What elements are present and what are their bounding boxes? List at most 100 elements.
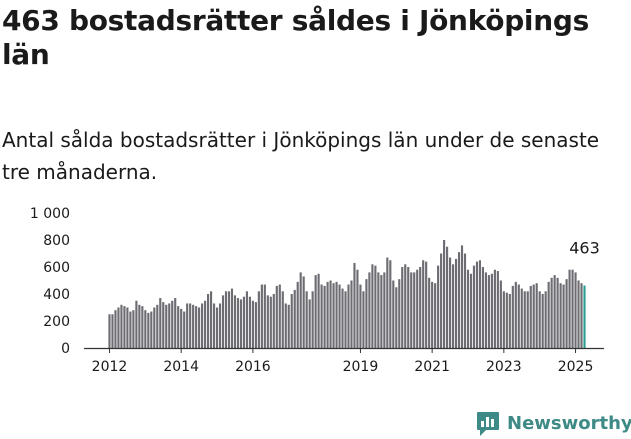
chart-bar — [532, 284, 535, 348]
chart-bar — [443, 240, 446, 348]
x-tick-label: 2016 — [235, 359, 271, 375]
chart-bar — [150, 311, 153, 348]
chart-bar — [407, 267, 410, 348]
chart-bar — [215, 307, 219, 348]
chart-bar — [425, 261, 428, 348]
chart-bar — [183, 311, 186, 348]
chart-bar — [174, 298, 177, 348]
chart-bar — [198, 307, 201, 348]
chart-bar — [463, 253, 467, 348]
chart-bar — [422, 260, 425, 348]
chart-bar — [305, 291, 308, 348]
x-tick-label: 2014 — [163, 359, 199, 375]
chart-bar — [212, 303, 216, 348]
chart-bar — [547, 281, 550, 348]
chart-bar — [437, 265, 440, 348]
newsworthy-logo-icon — [477, 411, 499, 436]
chart-bar — [511, 285, 514, 348]
chart-bar — [204, 300, 207, 348]
chart-bar — [263, 284, 266, 348]
x-tick-label: 2012 — [92, 359, 128, 375]
chart-bar — [224, 291, 228, 348]
chart-bar — [108, 314, 111, 348]
chart-bar — [371, 264, 374, 348]
chart-bar — [389, 260, 392, 348]
chart-bar — [269, 296, 272, 348]
chart-bar — [287, 304, 290, 348]
chart-bar — [383, 272, 386, 348]
chart-bar — [523, 291, 526, 348]
x-tick-label: 2019 — [343, 359, 379, 375]
chart-bar — [544, 291, 547, 348]
chart-bar — [550, 277, 553, 348]
chart-bar — [353, 262, 356, 348]
chart-bar — [478, 260, 482, 348]
chart-bar — [401, 267, 404, 348]
chart-bar — [568, 269, 571, 348]
chart-bar — [120, 304, 123, 348]
chart-bar — [272, 294, 275, 348]
chart-bar — [466, 269, 470, 348]
chart-bar — [577, 280, 580, 348]
chart-bar — [144, 310, 147, 348]
chart-bar — [251, 300, 254, 348]
chart-bar — [308, 299, 311, 348]
chart-bar — [499, 280, 502, 348]
chart-bar — [362, 291, 365, 348]
chart-bar — [233, 295, 237, 348]
chart-bar — [126, 307, 129, 348]
chart-bar — [496, 271, 499, 348]
chart-bar — [114, 310, 117, 348]
chart-bar — [505, 292, 508, 348]
y-tick-label: 800 — [43, 233, 70, 249]
chart-bar — [168, 303, 171, 348]
chart-bar — [451, 264, 455, 348]
x-tick-label: 2023 — [486, 359, 522, 375]
chart-bar — [457, 252, 461, 348]
chart-bar — [404, 264, 407, 348]
chart-bar — [320, 284, 323, 348]
chart-bar — [472, 265, 476, 348]
chart-bar — [111, 314, 114, 348]
highlight-data-label: 463 — [569, 238, 600, 257]
chart-bar — [207, 294, 210, 348]
brand-name: Newsworthy — [507, 412, 631, 434]
chart-bar — [236, 298, 240, 348]
chart-bar — [293, 289, 296, 348]
chart-bar — [514, 281, 517, 348]
chart-bar — [416, 269, 419, 348]
chart-bar — [323, 285, 326, 348]
chart-bar — [413, 272, 416, 348]
chart-bar — [481, 267, 485, 348]
chart-bar — [275, 285, 278, 348]
chart-bar — [344, 291, 347, 348]
y-tick-label: 400 — [43, 287, 70, 303]
chart-bar — [266, 295, 269, 348]
chart-bar — [284, 303, 287, 348]
chart-bar — [117, 307, 120, 348]
chart-bar — [508, 294, 511, 348]
chart-bar — [380, 275, 383, 348]
y-tick-label: 1 000 — [30, 206, 70, 222]
chart-bar — [314, 275, 317, 348]
chart-bar — [180, 308, 183, 348]
chart-bar — [571, 269, 574, 348]
chart-bar — [529, 285, 532, 348]
chart-bar — [147, 312, 150, 348]
chart-bar — [218, 303, 222, 348]
chart-bar — [535, 283, 538, 348]
newsworthy-logo[interactable]: Newsworthy — [476, 408, 631, 438]
chart-bar — [374, 265, 377, 348]
chart-bar — [278, 284, 281, 348]
chart-bar — [580, 283, 583, 348]
chart-bar — [239, 299, 243, 348]
highlight-bar — [583, 285, 586, 348]
chart-bar — [365, 279, 368, 348]
chart-bar — [332, 283, 335, 348]
chart-bar — [541, 294, 544, 348]
chart-bar — [493, 269, 496, 348]
chart-bar — [356, 269, 359, 348]
chart-bar — [254, 302, 257, 348]
chart-bar — [502, 291, 505, 348]
chart-bar — [446, 246, 449, 348]
